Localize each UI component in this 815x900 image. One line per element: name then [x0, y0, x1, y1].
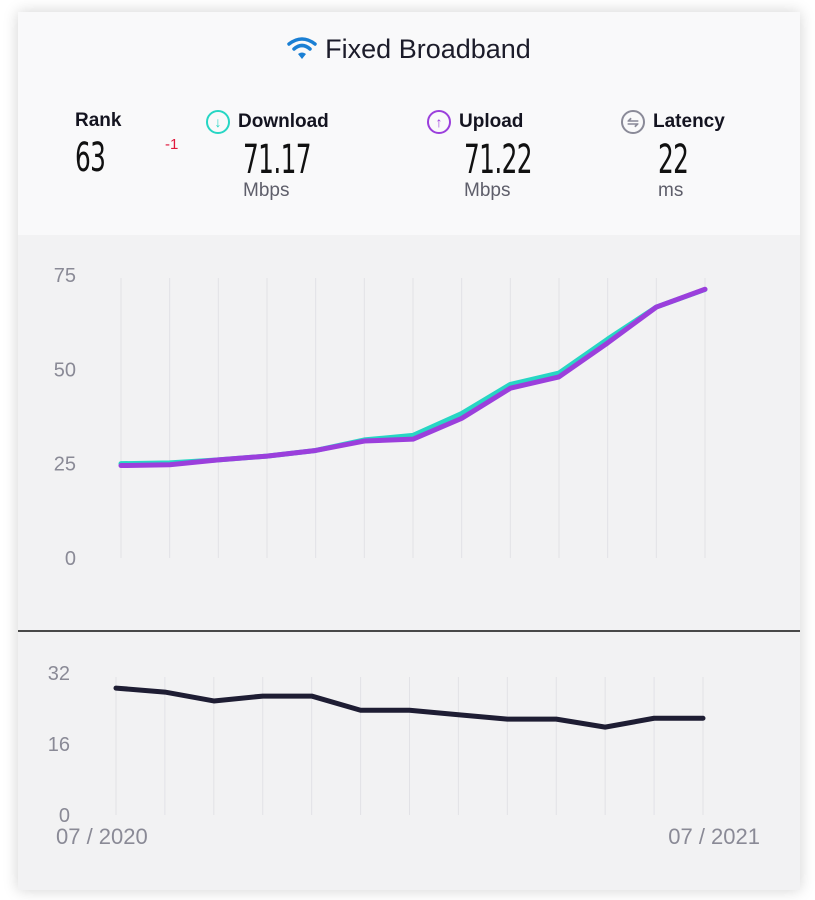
download-label: Download: [238, 111, 329, 132]
y-tick-label: 75: [54, 265, 76, 287]
download-value: 71.17: [243, 137, 312, 183]
rank-label: Rank: [75, 110, 122, 131]
x-tick-label: 07 / 2021: [668, 824, 760, 849]
x-tick-label: 07 / 2020: [56, 824, 148, 849]
arrow-up-circle-icon: ↑: [427, 110, 451, 134]
card-title: Fixed Broadband: [18, 34, 800, 65]
title-text: Fixed Broadband: [325, 34, 531, 64]
rank-delta: -1: [165, 136, 179, 153]
upload-unit: Mbps: [464, 180, 511, 201]
upload-metric: ↑ Upload 71.22 Mbps: [427, 110, 574, 202]
y-tick-label: 16: [48, 734, 70, 756]
y-tick-label: 25: [54, 454, 76, 476]
wifi-icon: [287, 37, 317, 59]
latency-unit: ms: [658, 180, 684, 201]
download-metric: ↓ Download 71.17 Mbps: [206, 110, 353, 202]
y-tick-label: 32: [48, 663, 70, 685]
latency-value: 22: [658, 137, 689, 183]
arrow-down-circle-icon: ↓: [206, 110, 230, 134]
latency-metric: ⇋ Latency 22 ms: [621, 110, 725, 202]
y-tick-label: 50: [54, 359, 76, 381]
download-unit: Mbps: [243, 180, 290, 201]
y-tick-label: 0: [59, 805, 70, 827]
y-tick-label: 0: [65, 548, 76, 570]
rank-value: 63: [75, 135, 106, 181]
series-line: [113, 685, 706, 730]
latency-circle-icon: ⇋: [621, 110, 645, 134]
rank-metric: Rank 63 -1: [75, 110, 178, 181]
summary-header: Fixed Broadband Rank 63 -1 ↓ Download 71.…: [18, 12, 800, 235]
series-line: [118, 286, 708, 469]
upload-label: Upload: [459, 111, 524, 132]
upload-value: 71.22: [464, 137, 533, 183]
latency-label: Latency: [653, 111, 725, 132]
